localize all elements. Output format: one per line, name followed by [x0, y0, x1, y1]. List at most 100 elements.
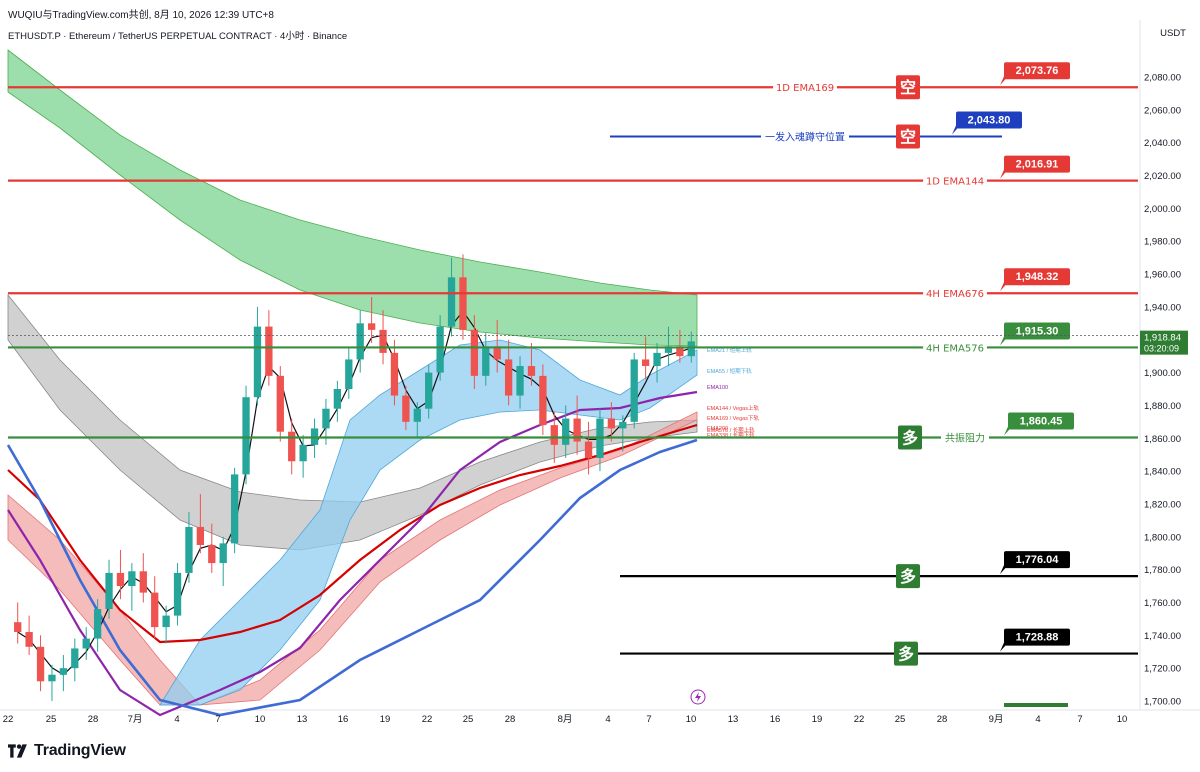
price-tick-label: 1,900.00	[1144, 368, 1181, 379]
horizontal-levels[interactable]: 1D EMA169 空 2,073.76 一发入魂蹲守位置 空 2,043.80 1D EM…	[8, 62, 1138, 707]
time-tick-label: 28	[88, 714, 99, 725]
candle	[504, 339, 513, 406]
candle-body	[196, 526, 205, 545]
candle-body	[356, 323, 364, 360]
candle-body	[265, 326, 273, 376]
level-badge	[896, 564, 920, 589]
price-tick-label: 1,980.00	[1144, 237, 1181, 248]
candle-body	[459, 277, 467, 330]
candle-body	[333, 389, 342, 409]
candle	[630, 352, 638, 429]
level-label: 共振阻力	[945, 432, 985, 445]
candle	[71, 638, 79, 682]
chart-watermark: WUQIU与TradingView.com共创, 8月 10, 2026 12:…	[8, 10, 274, 21]
candle-body	[447, 277, 456, 327]
candle-body	[230, 474, 239, 544]
candle	[288, 418, 296, 475]
candle	[93, 599, 102, 652]
countdown-label: 03:20:09	[1144, 344, 1179, 354]
price-tick-label: 1,700.00	[1144, 697, 1181, 708]
price-tick-label: 1,720.00	[1144, 664, 1181, 675]
level-label-bg	[761, 129, 849, 144]
candle-body	[425, 372, 433, 409]
candle-body	[322, 408, 330, 429]
price-level[interactable]: 1D EMA169 空 2,073.76	[8, 62, 1138, 100]
time-tick-label: 22	[854, 714, 865, 725]
candle	[367, 297, 376, 344]
lightning-icon-ring	[690, 689, 706, 705]
time-tick-label: 16	[338, 714, 349, 725]
candle	[196, 494, 205, 554]
level-label: 1D EMA144	[926, 177, 984, 188]
level-label: 4H EMA576	[926, 343, 984, 354]
ema-band-blue	[159, 339, 698, 706]
candle	[25, 615, 33, 656]
candle-body	[71, 648, 79, 669]
ema-legend-label: EMA169 / Vegas下轨	[707, 414, 759, 422]
candle-body	[299, 444, 307, 462]
candle-body	[253, 326, 262, 398]
candle-body	[14, 622, 22, 633]
price-tick-label: 1,780.00	[1144, 565, 1181, 576]
candle	[539, 364, 547, 435]
candle-body	[619, 421, 627, 429]
candle	[345, 347, 353, 399]
candle-body	[105, 572, 113, 610]
level-badge-text: 多	[900, 567, 916, 586]
candle	[36, 635, 45, 692]
price-tick-label: 1,800.00	[1144, 532, 1181, 543]
candle-body	[36, 646, 45, 682]
price-level[interactable]: 多 1,776.04	[620, 551, 1138, 589]
ema-legend-label: EMA338 / 长期下轨	[707, 431, 755, 439]
price-level[interactable]: 共振阻力 多 1,860.45	[8, 412, 1138, 450]
level-value-box	[1004, 62, 1070, 80]
candle-body	[539, 375, 547, 426]
time-tick-label: 7月	[128, 714, 143, 725]
candle-body	[242, 397, 250, 475]
ema-legend-label: EMA576 / 长期上轨	[707, 426, 755, 434]
level-label-bg	[923, 173, 987, 188]
time-tick-label: 4	[174, 714, 179, 725]
candle-body	[630, 359, 638, 422]
level-value-box	[1004, 268, 1070, 286]
level-value-box	[1008, 412, 1074, 430]
price-axis: 2,080.00 2,060.00 2,040.00 2,020.00 2,000.00…	[1140, 73, 1188, 708]
level-badge	[894, 641, 918, 666]
level-value-box	[1004, 628, 1070, 646]
candle-body	[653, 352, 661, 367]
time-tick-label: 25	[895, 714, 906, 725]
candle	[584, 421, 593, 475]
candle-body	[436, 326, 444, 373]
candle	[356, 310, 364, 373]
candle	[219, 536, 227, 587]
candle	[82, 627, 90, 660]
candle-body	[676, 346, 684, 357]
ema-lines: EMA21 / 短期上轨 EMA55 / 短期下轨 EMA100 EMA144 / V…	[6, 310, 759, 717]
lightning-icon	[690, 689, 706, 705]
price-level[interactable]: 4H EMA676 1,948.32	[8, 268, 1138, 301]
candle-body	[59, 668, 68, 675]
brand-name: TradingView	[34, 742, 126, 759]
symbol-description[interactable]: ETHUSDT.P · Ethereum / TetherUS PERPETUA…	[8, 31, 348, 42]
candle	[299, 434, 307, 478]
time-tick-label: 25	[463, 714, 474, 725]
price-level[interactable]: 4H EMA576 1,915.30	[8, 322, 1138, 355]
candle-body	[208, 545, 216, 564]
level-label-bg	[941, 430, 989, 445]
candle	[573, 395, 581, 455]
time-tick-label: 7	[215, 714, 220, 725]
price-level[interactable]: 多 1,728.88	[620, 628, 1138, 666]
level-label: 1D EMA169	[776, 83, 834, 94]
candle	[185, 512, 193, 583]
time-tick-label: 7	[646, 714, 651, 725]
price-level[interactable]: 1D EMA144 2,016.91	[8, 155, 1138, 188]
time-tick-label: 7	[1077, 714, 1082, 725]
time-tick-label: 25	[46, 714, 57, 725]
price-tick-label: 1,740.00	[1144, 631, 1181, 642]
level-label-bg	[923, 286, 987, 301]
candle-body	[276, 375, 284, 432]
level-value-label: 1,948.32	[1016, 271, 1059, 283]
candle-body	[413, 408, 421, 422]
price-level[interactable]: 一发入魂蹲守位置 空 2,043.80	[610, 111, 1022, 149]
